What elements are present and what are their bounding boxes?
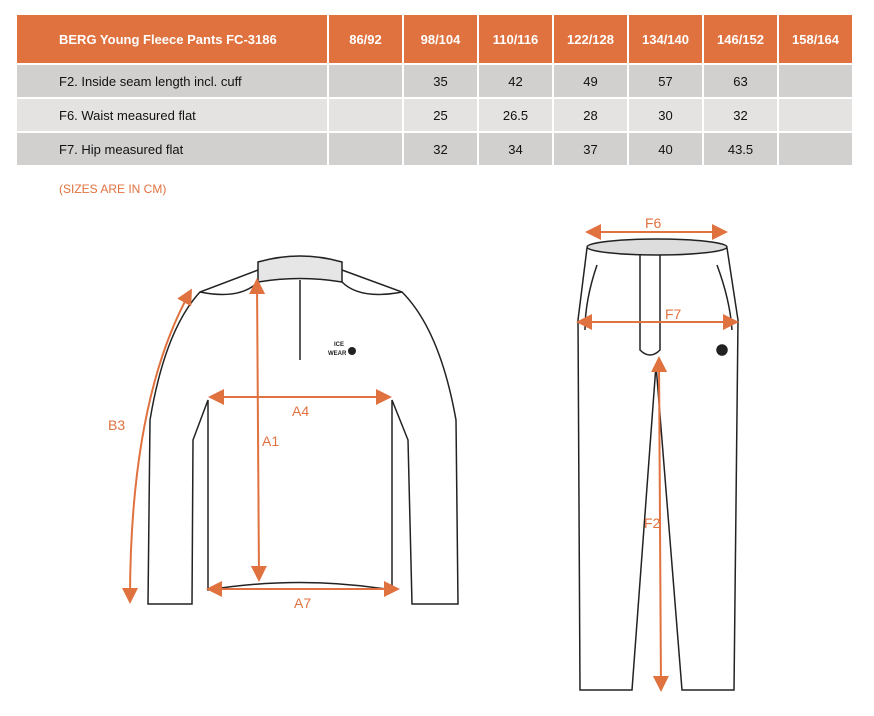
cell: 35 [404, 65, 477, 97]
a1-arrow [249, 278, 267, 582]
cell [329, 133, 402, 165]
size-header: 134/140 [629, 15, 702, 63]
measurement-arrows [122, 224, 739, 692]
row-label: F2. Inside seam length incl. cuff [17, 65, 327, 97]
a4-label: A4 [292, 403, 309, 419]
cell [779, 65, 852, 97]
cell: 26.5 [479, 99, 552, 131]
table-row: F6. Waist measured flat 25 26.5 28 30 32 [17, 99, 852, 131]
f7-label: F7 [665, 306, 682, 322]
b3-arrow [122, 288, 192, 604]
size-header: 98/104 [404, 15, 477, 63]
b3-label: B3 [108, 417, 125, 433]
table-row: F2. Inside seam length incl. cuff 35 42 … [17, 65, 852, 97]
pants-drawing [577, 238, 739, 691]
size-header: 86/92 [329, 15, 402, 63]
size-table: BERG Young Fleece Pants FC-3186 86/92 98… [15, 13, 854, 167]
cell: 43.5 [704, 133, 777, 165]
cell: 30 [629, 99, 702, 131]
cell: 57 [629, 65, 702, 97]
f2-arrow [651, 356, 669, 692]
units-note: (SIZES ARE IN CM) [59, 182, 167, 196]
ice-wear-logo: ICE WEAR [328, 342, 356, 357]
cell [329, 99, 402, 131]
cell: 32 [704, 99, 777, 131]
cell [779, 133, 852, 165]
cell: 63 [704, 65, 777, 97]
a1-label: A1 [262, 433, 279, 449]
header-row: BERG Young Fleece Pants FC-3186 86/92 98… [17, 15, 852, 63]
cell: 40 [629, 133, 702, 165]
row-label: F6. Waist measured flat [17, 99, 327, 131]
a7-label: A7 [294, 595, 311, 611]
cell: 25 [404, 99, 477, 131]
f6-label: F6 [645, 215, 662, 231]
f2-label: F2 [644, 515, 661, 531]
cell [779, 99, 852, 131]
cell: 37 [554, 133, 627, 165]
table-row: F7. Hip measured flat 32 34 37 40 43.5 [17, 133, 852, 165]
jacket-drawing [147, 255, 459, 605]
cell: 34 [479, 133, 552, 165]
row-label: F7. Hip measured flat [17, 133, 327, 165]
cell: 32 [404, 133, 477, 165]
cell: 49 [554, 65, 627, 97]
size-header: 158/164 [779, 15, 852, 63]
svg-text:ICE: ICE [334, 342, 344, 348]
cell: 42 [479, 65, 552, 97]
cell: 28 [554, 99, 627, 131]
size-header: 110/116 [479, 15, 552, 63]
size-header: 122/128 [554, 15, 627, 63]
cell [329, 65, 402, 97]
size-header: 146/152 [704, 15, 777, 63]
product-title: BERG Young Fleece Pants FC-3186 [17, 15, 327, 63]
svg-text:WEAR: WEAR [328, 351, 347, 357]
